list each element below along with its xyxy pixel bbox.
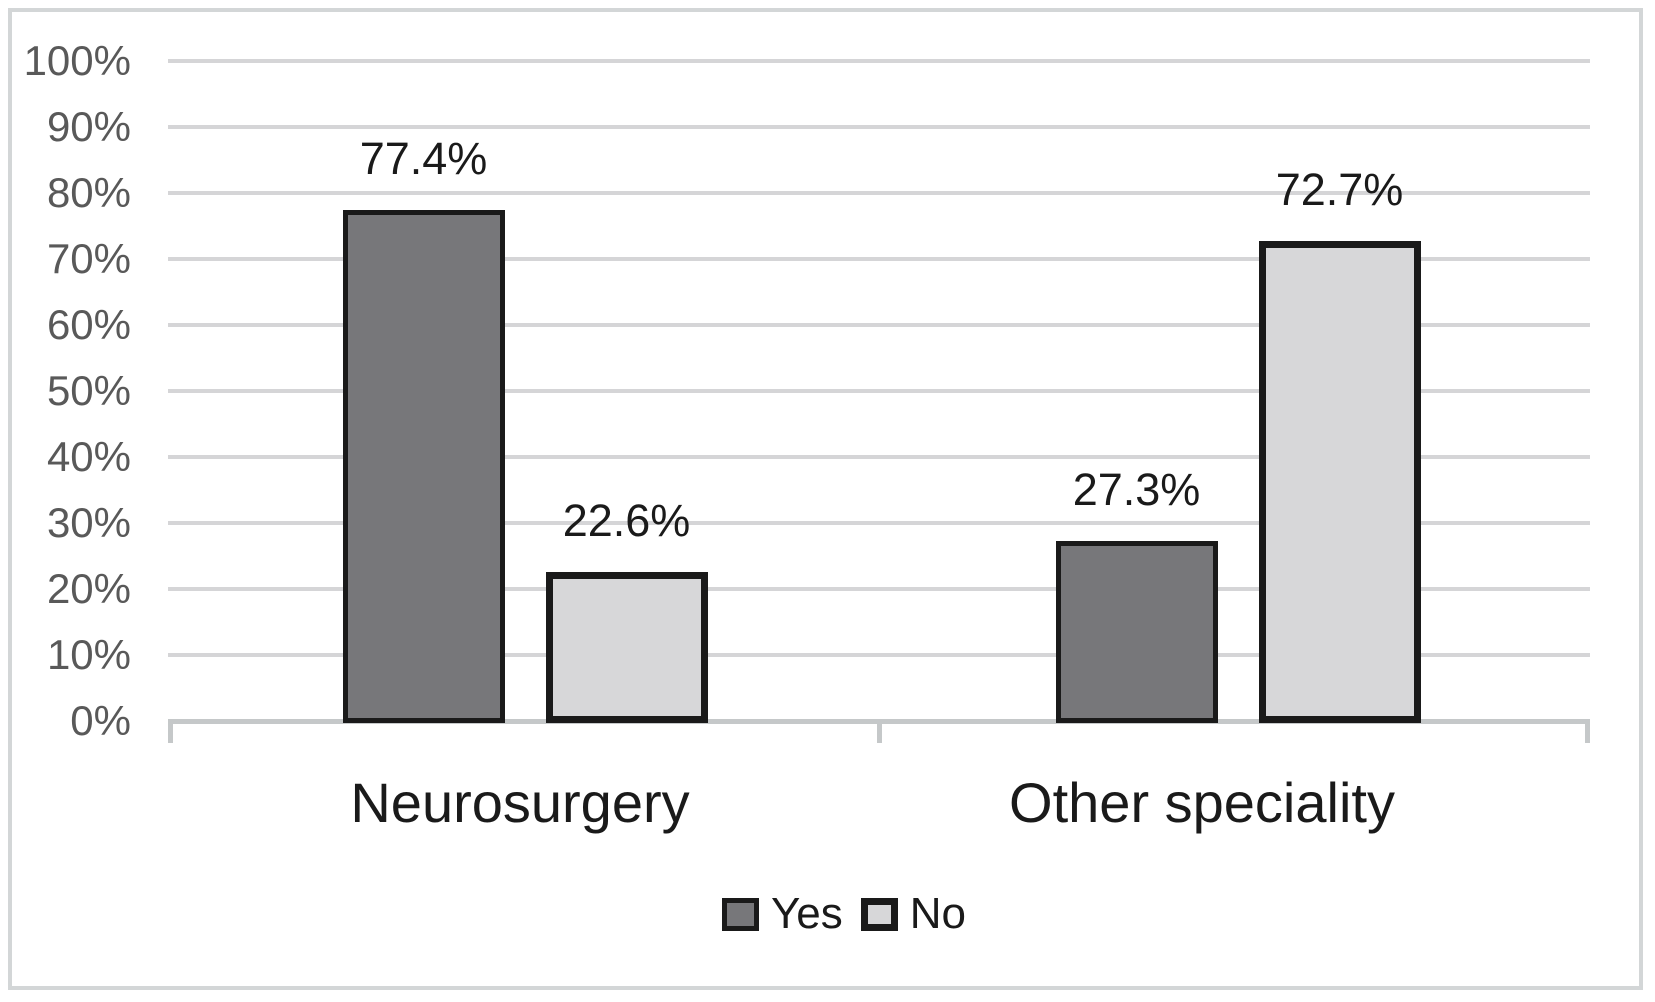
gridline-70% [168, 257, 1590, 261]
gridline-60% [168, 323, 1590, 327]
legend-label-yes: Yes [771, 889, 843, 938]
y-axis-tick-label-60%: 60% [46, 301, 131, 348]
legend-swatch-yes [722, 897, 759, 931]
value-label-yes-neurosurgery: 77.4% [359, 133, 488, 185]
y-axis-tick-label-90%: 90% [46, 103, 131, 150]
legend-swatch-no [860, 897, 898, 931]
gridline-50% [168, 389, 1590, 393]
legend: Yes No [722, 891, 966, 937]
value-label-no-other-speciality: 72.7% [1275, 164, 1404, 216]
y-axis-tick-label-30%: 30% [46, 499, 131, 546]
gridline-90% [168, 125, 1590, 129]
value-label-no-neurosurgery: 22.6% [562, 494, 691, 546]
legend-item-no: No [860, 889, 967, 938]
x-axis-tick-2 [1585, 719, 1590, 743]
bar-no-neurosurgery [545, 571, 708, 723]
category-label-neurosurgery: Neurosurgery [350, 771, 690, 834]
legend-label-no: No [909, 889, 967, 938]
value-label-yes-other-speciality: 27.3% [1072, 463, 1201, 515]
y-axis-tick-label-20%: 20% [46, 565, 131, 612]
y-axis-tick-label-100%: 100% [23, 37, 131, 84]
category-label-other-speciality: Other speciality [1009, 771, 1395, 834]
bar-yes-other-speciality [1055, 540, 1218, 723]
gridline-100% [168, 59, 1590, 63]
y-axis-tick-label-40%: 40% [46, 433, 131, 480]
gridline-10% [168, 653, 1590, 657]
x-axis-tick-0 [168, 719, 173, 743]
gridline-40% [168, 455, 1590, 459]
bar-yes-neurosurgery [342, 210, 505, 723]
legend-item-yes: Yes [722, 891, 843, 937]
y-axis-tick-label-80%: 80% [46, 169, 131, 216]
y-axis-tick-label-70%: 70% [46, 235, 131, 282]
gridline-30% [168, 521, 1590, 525]
y-axis-tick-label-0%: 0% [70, 697, 131, 744]
x-axis-tick-1 [876, 719, 882, 743]
y-axis-tick-label-50%: 50% [46, 367, 131, 414]
gridline-20% [168, 587, 1590, 591]
y-axis-tick-label-10%: 10% [46, 631, 131, 678]
bar-no-other-speciality [1258, 241, 1421, 723]
gridline-80% [168, 191, 1590, 195]
